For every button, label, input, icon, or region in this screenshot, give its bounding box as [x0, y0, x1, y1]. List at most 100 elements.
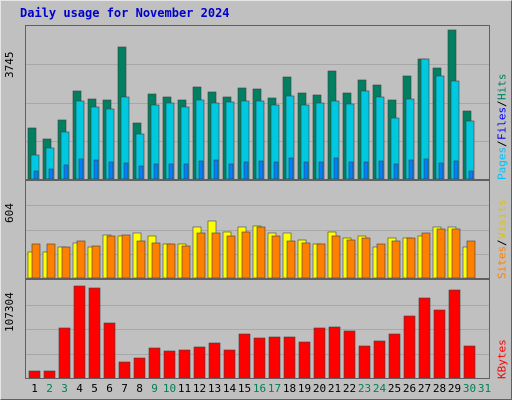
kbytes-bar: [388, 333, 401, 378]
pages-bar: [408, 159, 414, 179]
x-tick-label: 10: [162, 382, 177, 395]
x-axis-day-labels: 1 2 3 4 5 6 7 8 9 10 11 12 13 14 15 16 17 18 19 20 21 22 23 24 2…: [25, 382, 491, 398]
files-bar: [375, 96, 385, 179]
kbytes-bar: [58, 327, 71, 378]
legend-sites: Sites: [495, 245, 509, 279]
kbytes-bar: [133, 357, 146, 378]
pages-bar: [63, 164, 69, 179]
files-bar: [30, 154, 40, 179]
kbytes-bar: [43, 370, 56, 378]
x-tick-label: 26: [402, 382, 417, 395]
x-tick-label: 18: [282, 382, 297, 395]
kbytes-bar: [358, 345, 371, 378]
files-bar: [330, 100, 340, 179]
x-tick-label: 3: [61, 382, 68, 395]
sites-bar: [31, 243, 41, 278]
sites-bar: [271, 235, 281, 278]
sites-bar: [301, 242, 311, 278]
kbytes-bar: [283, 336, 296, 378]
pages-bar: [198, 160, 204, 179]
x-tick-label: 2: [46, 382, 53, 395]
chart-title: Daily usage for November 2024: [20, 6, 230, 20]
x-tick-label: 5: [91, 382, 98, 395]
x-tick-label: 16: [252, 382, 267, 395]
pages-bar: [288, 157, 294, 179]
files-bar: [210, 102, 220, 179]
kbytes-bar: [253, 337, 266, 378]
hits-files-pages-chart: [26, 29, 489, 179]
kbytes-bar: [223, 349, 236, 378]
pages-bar: [213, 159, 219, 179]
x-tick-label: 9: [151, 382, 158, 395]
pages-bar: [228, 163, 234, 179]
kbytes-bar: [193, 346, 206, 378]
kbytes-panel-ymax-label: 107304: [3, 292, 16, 332]
sites-bar: [76, 240, 86, 278]
files-bar: [360, 90, 370, 179]
x-tick-label: 22: [342, 382, 357, 395]
pages-bar: [258, 160, 264, 179]
files-bar: [420, 58, 430, 179]
kbytes-bar: [103, 322, 116, 378]
sites-bar: [286, 240, 296, 278]
x-tick-label: 21: [327, 382, 342, 395]
kbytes-bar: [313, 327, 326, 378]
sites-bar: [391, 240, 401, 278]
sites-bar: [376, 243, 386, 278]
kbytes-bar: [328, 326, 341, 378]
visits-sites-chart: [26, 205, 489, 278]
x-tick-label: 28: [432, 382, 447, 395]
sites-bar: [46, 243, 56, 278]
pages-bar: [423, 158, 429, 179]
kbytes-bar: [448, 289, 461, 378]
files-bar: [195, 99, 205, 179]
x-tick-label: 1: [31, 382, 38, 395]
files-bar: [90, 106, 100, 179]
sites-bar: [256, 226, 266, 278]
visits-sites-panel: [25, 180, 490, 279]
hits-panel-ymax-label: 3745: [3, 51, 16, 79]
sites-bar: [406, 237, 416, 278]
files-bar: [105, 108, 115, 179]
x-tick-label: 13: [207, 382, 222, 395]
pages-bar: [78, 158, 84, 179]
files-bar: [405, 98, 415, 179]
kbytes-bar: [118, 361, 131, 378]
x-tick-label: 23: [357, 382, 372, 395]
pages-bar: [93, 159, 99, 179]
kbytes-bar: [178, 349, 191, 378]
files-bar: [390, 117, 400, 179]
sites-bar: [346, 239, 356, 278]
pages-bar: [303, 161, 309, 179]
pages-bar: [33, 170, 39, 179]
x-tick-label: 24: [372, 382, 387, 395]
x-tick-label: 14: [222, 382, 237, 395]
kbytes-bar: [463, 345, 476, 378]
files-bar: [270, 104, 280, 179]
files-bar: [165, 102, 175, 179]
legend-files: Files: [495, 107, 509, 141]
files-bar: [345, 103, 355, 179]
kbytes-bar: [298, 341, 311, 378]
legend-separator: /: [495, 100, 509, 108]
hits-panel-legend: Pages / Files / Hits: [494, 25, 510, 180]
hits-files-pages-panel: [25, 25, 490, 180]
sites-bar: [226, 235, 236, 278]
pages-bar: [243, 161, 249, 179]
sites-bar: [241, 231, 251, 278]
kbytes-bar: [343, 330, 356, 378]
pages-bar: [333, 157, 339, 179]
kbytes-panel-legend: KBytes: [494, 279, 510, 379]
files-bar: [285, 95, 295, 179]
sites-bar: [331, 235, 341, 278]
files-bar: [150, 104, 160, 179]
legend-kbytes: KBytes: [495, 339, 509, 379]
files-bar: [135, 133, 145, 179]
sites-bar: [151, 242, 161, 278]
sites-bar: [121, 234, 131, 278]
pages-bar: [153, 163, 159, 179]
sites-panel-legend: Sites / Visits: [494, 180, 510, 280]
sites-bar: [106, 235, 116, 278]
files-bar: [465, 120, 475, 179]
pages-bar: [378, 160, 384, 179]
